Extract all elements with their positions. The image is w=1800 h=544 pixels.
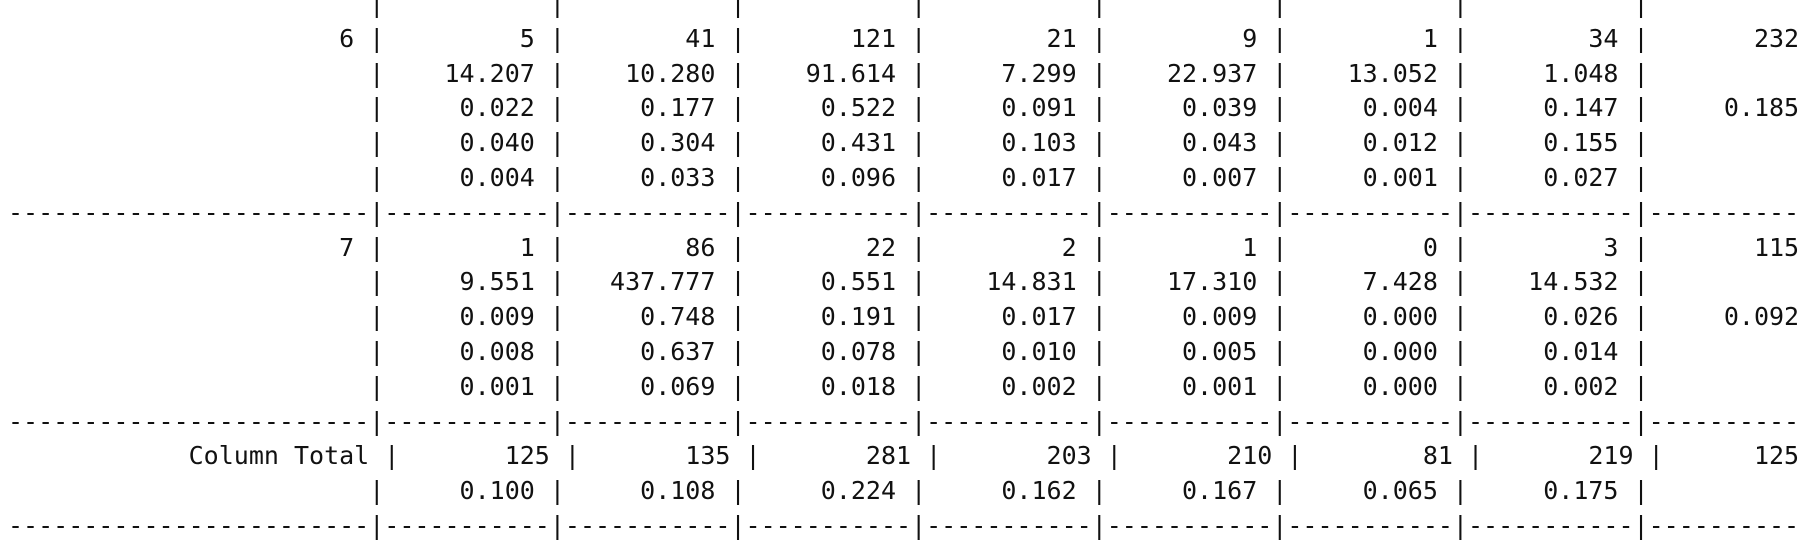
table-row-6-row-prop: | 0.022 | 0.177 | 0.522 | 0.091 | 0.039 … [8, 93, 1800, 123]
table-row-7-count: 7 | 1 | 86 | 22 | 2 | 1 | 0 | 3 | 115 | [8, 232, 1800, 262]
table-row-6-count: 6 | 5 | 41 | 121 | 21 | 9 | 1 | 34 | 232… [8, 23, 1800, 53]
table-row-6-col-prop: | 0.040 | 0.304 | 0.431 | 0.103 | 0.043 … [8, 128, 1800, 158]
table-divider: ------------------------|-----------|---… [8, 510, 1800, 540]
table-row-7-total-prop: | 0.001 | 0.069 | 0.018 | 0.002 | 0.001 … [8, 371, 1800, 401]
table-row-7-row-prop: | 0.009 | 0.748 | 0.191 | 0.017 | 0.009 … [8, 302, 1800, 332]
column-total-row: Column Total | 125 | 135 | 281 | 203 | 2… [8, 441, 1800, 471]
table-line: | | | | | | | | | [8, 0, 1800, 18]
table-row-6-total-prop: | 0.004 | 0.033 | 0.096 | 0.017 | 0.007 … [8, 162, 1800, 192]
table-divider: ------------------------|-----------|---… [8, 197, 1800, 227]
table-row-6-chisq: | 14.207 | 10.280 | 91.614 | 7.299 | 22.… [8, 58, 1800, 88]
table-row-7-chisq: | 9.551 | 437.777 | 0.551 | 14.831 | 17.… [8, 267, 1800, 297]
table-divider: ------------------------|-----------|---… [8, 406, 1800, 436]
table-row-7-col-prop: | 0.008 | 0.637 | 0.078 | 0.010 | 0.005 … [8, 336, 1800, 366]
column-total-prop-row: | 0.100 | 0.108 | 0.224 | 0.162 | 0.167 … [8, 476, 1800, 506]
crosstab-table: | | | | | | | | | 6 | 5 | 41 | 121 | 21 … [8, 0, 1800, 544]
